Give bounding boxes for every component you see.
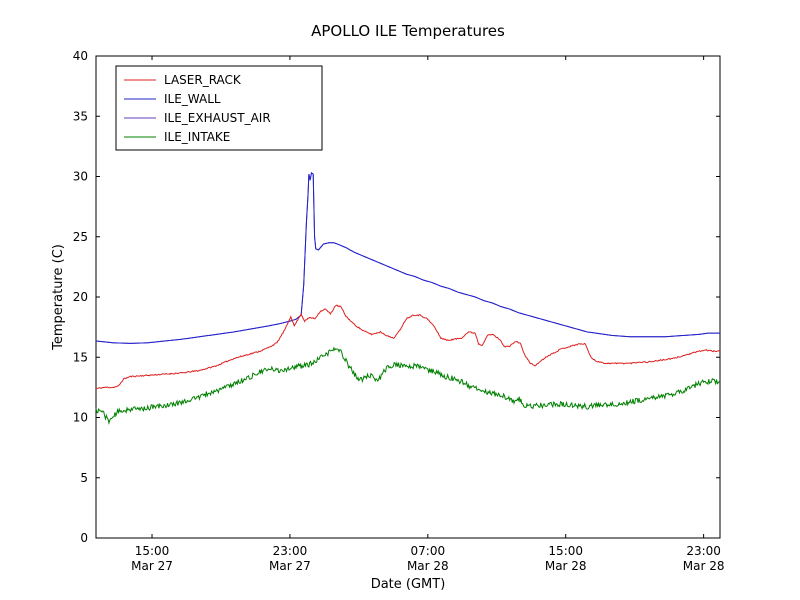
- x-tick-time-label: 23:00: [273, 544, 308, 558]
- y-tick-label: 35: [73, 109, 88, 123]
- x-tick-time-label: 23:00: [686, 544, 721, 558]
- y-tick-label: 25: [73, 230, 88, 244]
- x-tick-date-label: Mar 28: [545, 559, 587, 573]
- legend-label-LASER_RACK: LASER_RACK: [164, 73, 242, 87]
- y-tick-label: 20: [73, 290, 88, 304]
- series-line-ILE_WALL: [95, 172, 720, 344]
- y-tick-label: 5: [80, 471, 88, 485]
- legend-label-ILE_INTAKE: ILE_INTAKE: [164, 130, 230, 144]
- chart-title: APOLLO ILE Temperatures: [311, 22, 505, 40]
- x-axis-label: Date (GMT): [371, 577, 446, 592]
- y-tick-label: 15: [73, 350, 88, 364]
- series-line-LASER_RACK: [95, 304, 721, 390]
- y-tick-label: 40: [73, 49, 88, 63]
- legend-label-ILE_WALL: ILE_WALL: [164, 92, 221, 106]
- x-tick-date-label: Mar 28: [683, 559, 725, 573]
- y-tick-label: 30: [73, 170, 88, 184]
- y-tick-label: 0: [80, 531, 88, 545]
- x-tick-time-label: 15:00: [548, 544, 583, 558]
- y-tick-label: 10: [73, 411, 88, 425]
- x-tick-date-label: Mar 27: [131, 559, 173, 573]
- series-line-ILE_INTAKE: [95, 346, 721, 426]
- x-tick-time-label: 15:00: [135, 544, 170, 558]
- x-tick-date-label: Mar 28: [407, 559, 449, 573]
- legend-label-ILE_EXHAUST_AIR: ILE_EXHAUST_AIR: [164, 111, 271, 125]
- x-tick-date-label: Mar 27: [269, 559, 311, 573]
- x-tick-time-label: 07:00: [411, 544, 446, 558]
- y-axis-label: Temperature (C): [51, 244, 66, 351]
